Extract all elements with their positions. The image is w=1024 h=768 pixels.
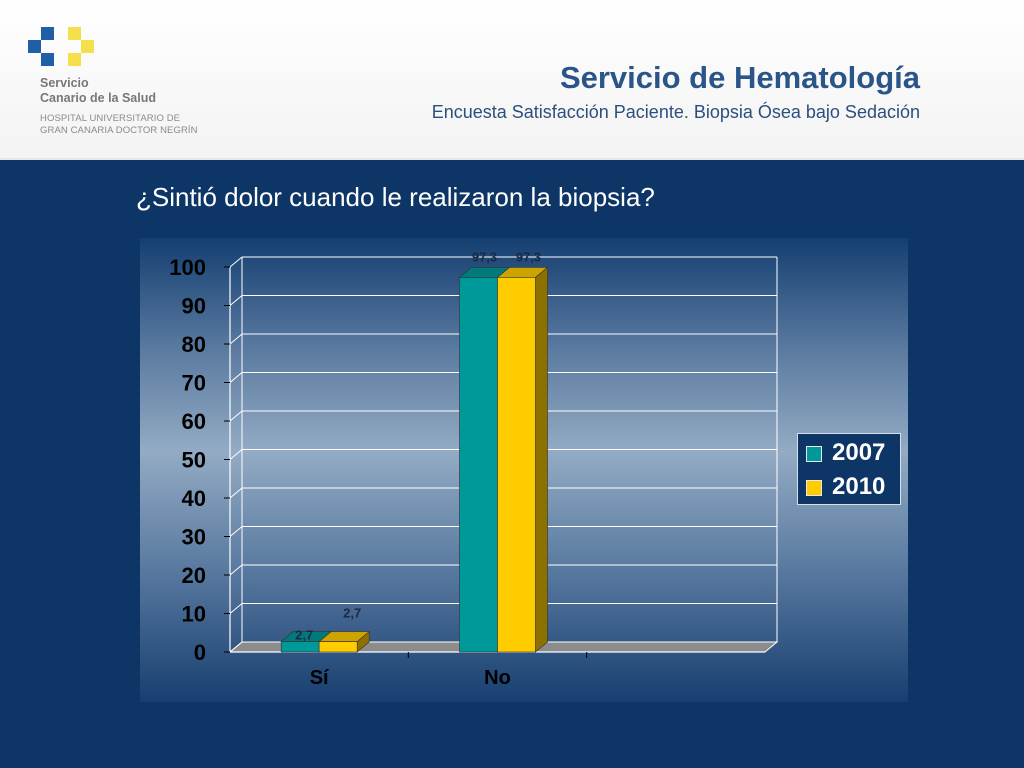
bar-2010-No	[497, 277, 536, 653]
legend-label-2010: 2010	[832, 473, 886, 500]
gridline-depth	[229, 372, 243, 383]
gridline-depth	[229, 641, 243, 653]
hospital-name-line2: GRAN CANARIA DOCTOR NEGRÍN	[40, 125, 198, 136]
y-tick-label: 100	[169, 255, 206, 280]
x-tick-label: Sí	[310, 667, 330, 689]
data-label-2010-No: 97,3	[516, 249, 541, 264]
gridline-depth	[229, 449, 243, 460]
y-tick-label: 50	[182, 448, 206, 473]
gridline-depth	[229, 487, 243, 499]
survey-question: ¿Sintió dolor cuando le realizaron la bi…	[136, 182, 655, 212]
bar-2007-No	[459, 277, 498, 653]
y-tick-label: 70	[182, 371, 206, 396]
bar-chart: 0 10 20 30 40 50 60 70 80 90 100 Sí 2,7 2,7 No 97,3 97,3	[169, 249, 779, 689]
bar-2007-Sí	[280, 641, 320, 653]
scs-logo-icon	[28, 27, 94, 66]
y-tick-label: 30	[182, 525, 206, 550]
org-name-line1: Servicio	[40, 76, 89, 90]
gridline-depth	[229, 295, 243, 306]
y-tick-label: 80	[182, 332, 206, 357]
bar-2010-Sí	[318, 641, 358, 653]
legend-swatch-2007	[806, 446, 822, 462]
legend-swatch-2010	[806, 480, 822, 496]
y-tick-label: 40	[182, 486, 206, 511]
org-name-line2: Canario de la Salud	[40, 91, 157, 105]
chart-panel: 0 10 20 30 40 50 60 70 80 90 100 Sí 2,7 2,7 No 97,3 97,3…	[140, 238, 908, 702]
page-subtitle: Encuesta Satisfacción Paciente. Biopsia …	[431, 102, 920, 122]
y-tick-label: 10	[182, 602, 206, 627]
gridline-depth	[229, 410, 243, 422]
gridline-depth	[229, 333, 243, 345]
slide-header: Servicio Canario de la Salud HOSPITAL UN…	[0, 0, 1024, 160]
y-tick-label: 20	[182, 563, 206, 588]
data-label-2010-Sí: 2,7	[343, 606, 361, 621]
y-tick-label: 90	[182, 294, 206, 319]
x-tick-label: No	[484, 667, 511, 689]
hospital-name-line1: HOSPITAL UNIVERSITARIO DE	[40, 113, 181, 124]
gridline-depth	[229, 564, 243, 576]
page-title: Servicio de Hematología	[559, 60, 920, 95]
gridline-depth	[229, 603, 243, 614]
data-label-2007-No: 97,3	[472, 249, 497, 264]
gridline-depth	[229, 526, 243, 537]
bar-side-2010-No	[535, 266, 548, 653]
data-label-2007-Sí: 2,7	[295, 628, 313, 643]
gridline-depth	[229, 256, 243, 268]
y-tick-label: 60	[182, 409, 206, 434]
legend-label-2007: 2007	[832, 439, 886, 466]
chart-legend: 2007 2010	[797, 433, 901, 505]
y-tick-label: 0	[194, 640, 206, 665]
